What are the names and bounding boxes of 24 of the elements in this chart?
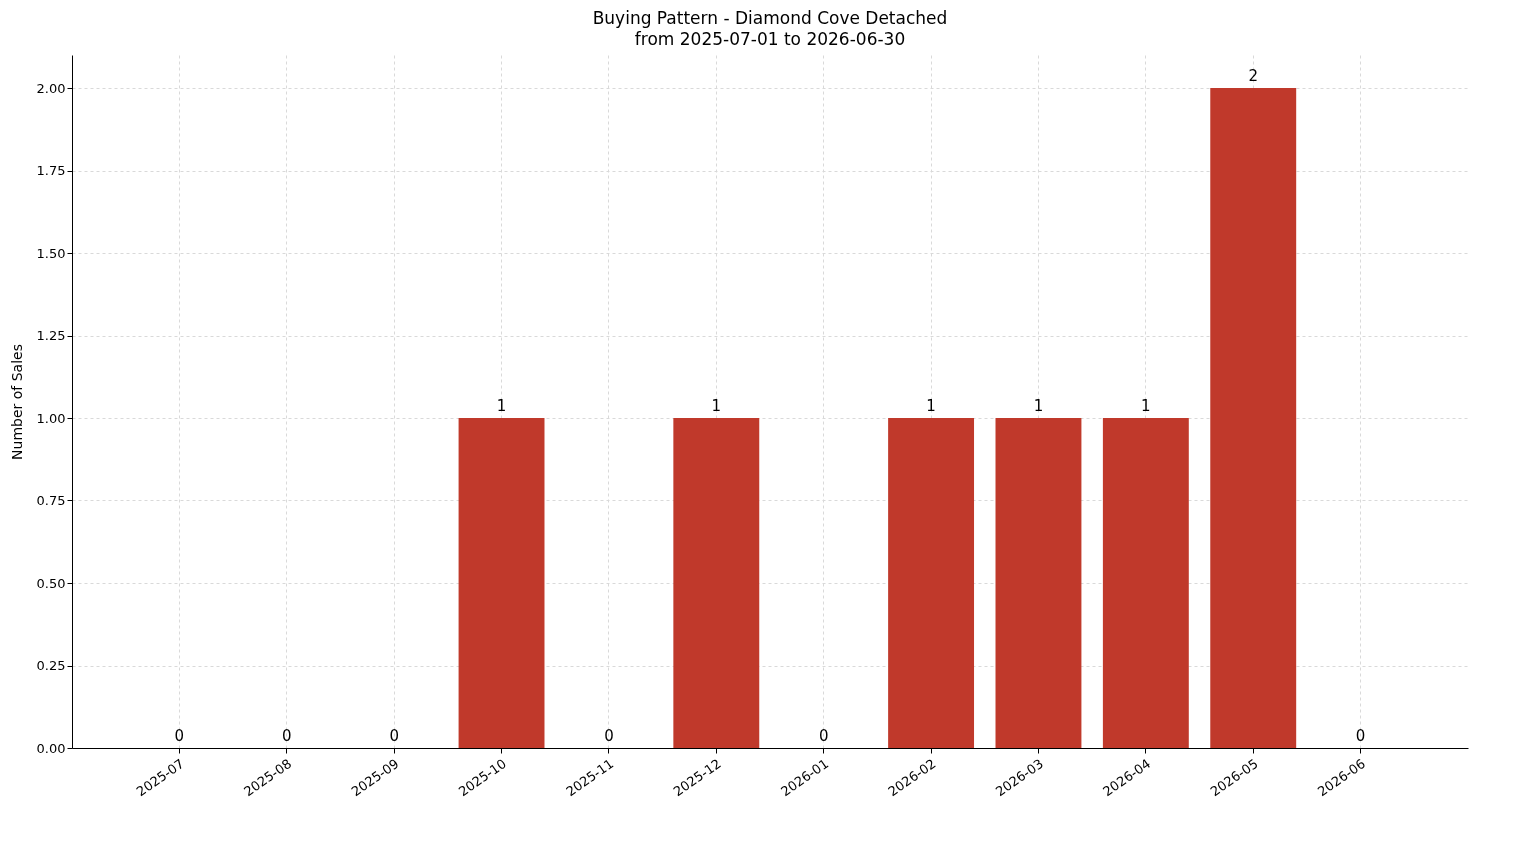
data-label: 0 <box>818 727 829 745</box>
data-label: 1 <box>926 397 936 415</box>
y-tick-label: 1.00 <box>36 410 66 426</box>
data-label: 0 <box>389 727 399 745</box>
y-tick-label: 0.50 <box>36 575 66 591</box>
y-tick-label: 0.00 <box>36 740 66 756</box>
data-label: 1 <box>1033 397 1044 415</box>
y-tick-label: 1.50 <box>36 245 66 261</box>
data-label: 0 <box>1355 727 1366 745</box>
data-label: 1 <box>1141 397 1151 415</box>
chart-subtitle: from 2025-07-01 to 2026-06-30 <box>634 29 906 49</box>
data-label: 0 <box>174 727 185 745</box>
y-axis-title: Number of Sales <box>8 344 25 460</box>
chart-title: Buying Pattern - Diamond Cove Detached <box>592 8 948 28</box>
y-tick-label: 2.00 <box>36 80 66 96</box>
data-label: 1 <box>711 397 722 415</box>
y-tick-label: 1.25 <box>36 328 66 343</box>
data-label: 1 <box>496 397 507 415</box>
y-tick-label: 0.25 <box>36 658 66 673</box>
y-tick-label: 1.75 <box>36 163 66 178</box>
data-label: 0 <box>604 727 614 745</box>
data-label: 0 <box>282 727 292 745</box>
data-label: 2 <box>1248 67 1258 85</box>
y-tick-label: 0.75 <box>36 493 66 508</box>
